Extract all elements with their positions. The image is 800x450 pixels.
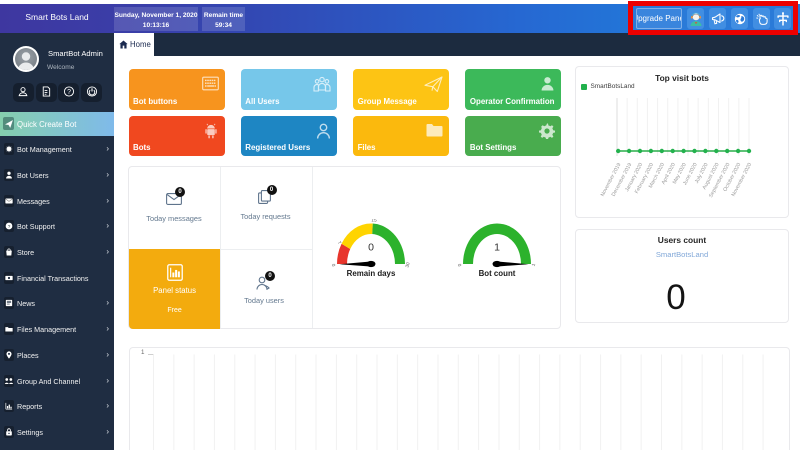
- svg-text:15: 15: [371, 219, 377, 223]
- svg-text:7: 7: [337, 240, 343, 245]
- svg-text:?: ?: [8, 224, 11, 230]
- svg-text:30: 30: [404, 261, 410, 268]
- svg-text:?: ?: [67, 88, 71, 95]
- svg-text:1: 1: [531, 263, 537, 267]
- svg-text:1: 1: [494, 242, 500, 254]
- svg-text:0: 0: [368, 242, 374, 254]
- svg-text:0: 0: [457, 263, 463, 267]
- svg-text:0: 0: [331, 263, 337, 267]
